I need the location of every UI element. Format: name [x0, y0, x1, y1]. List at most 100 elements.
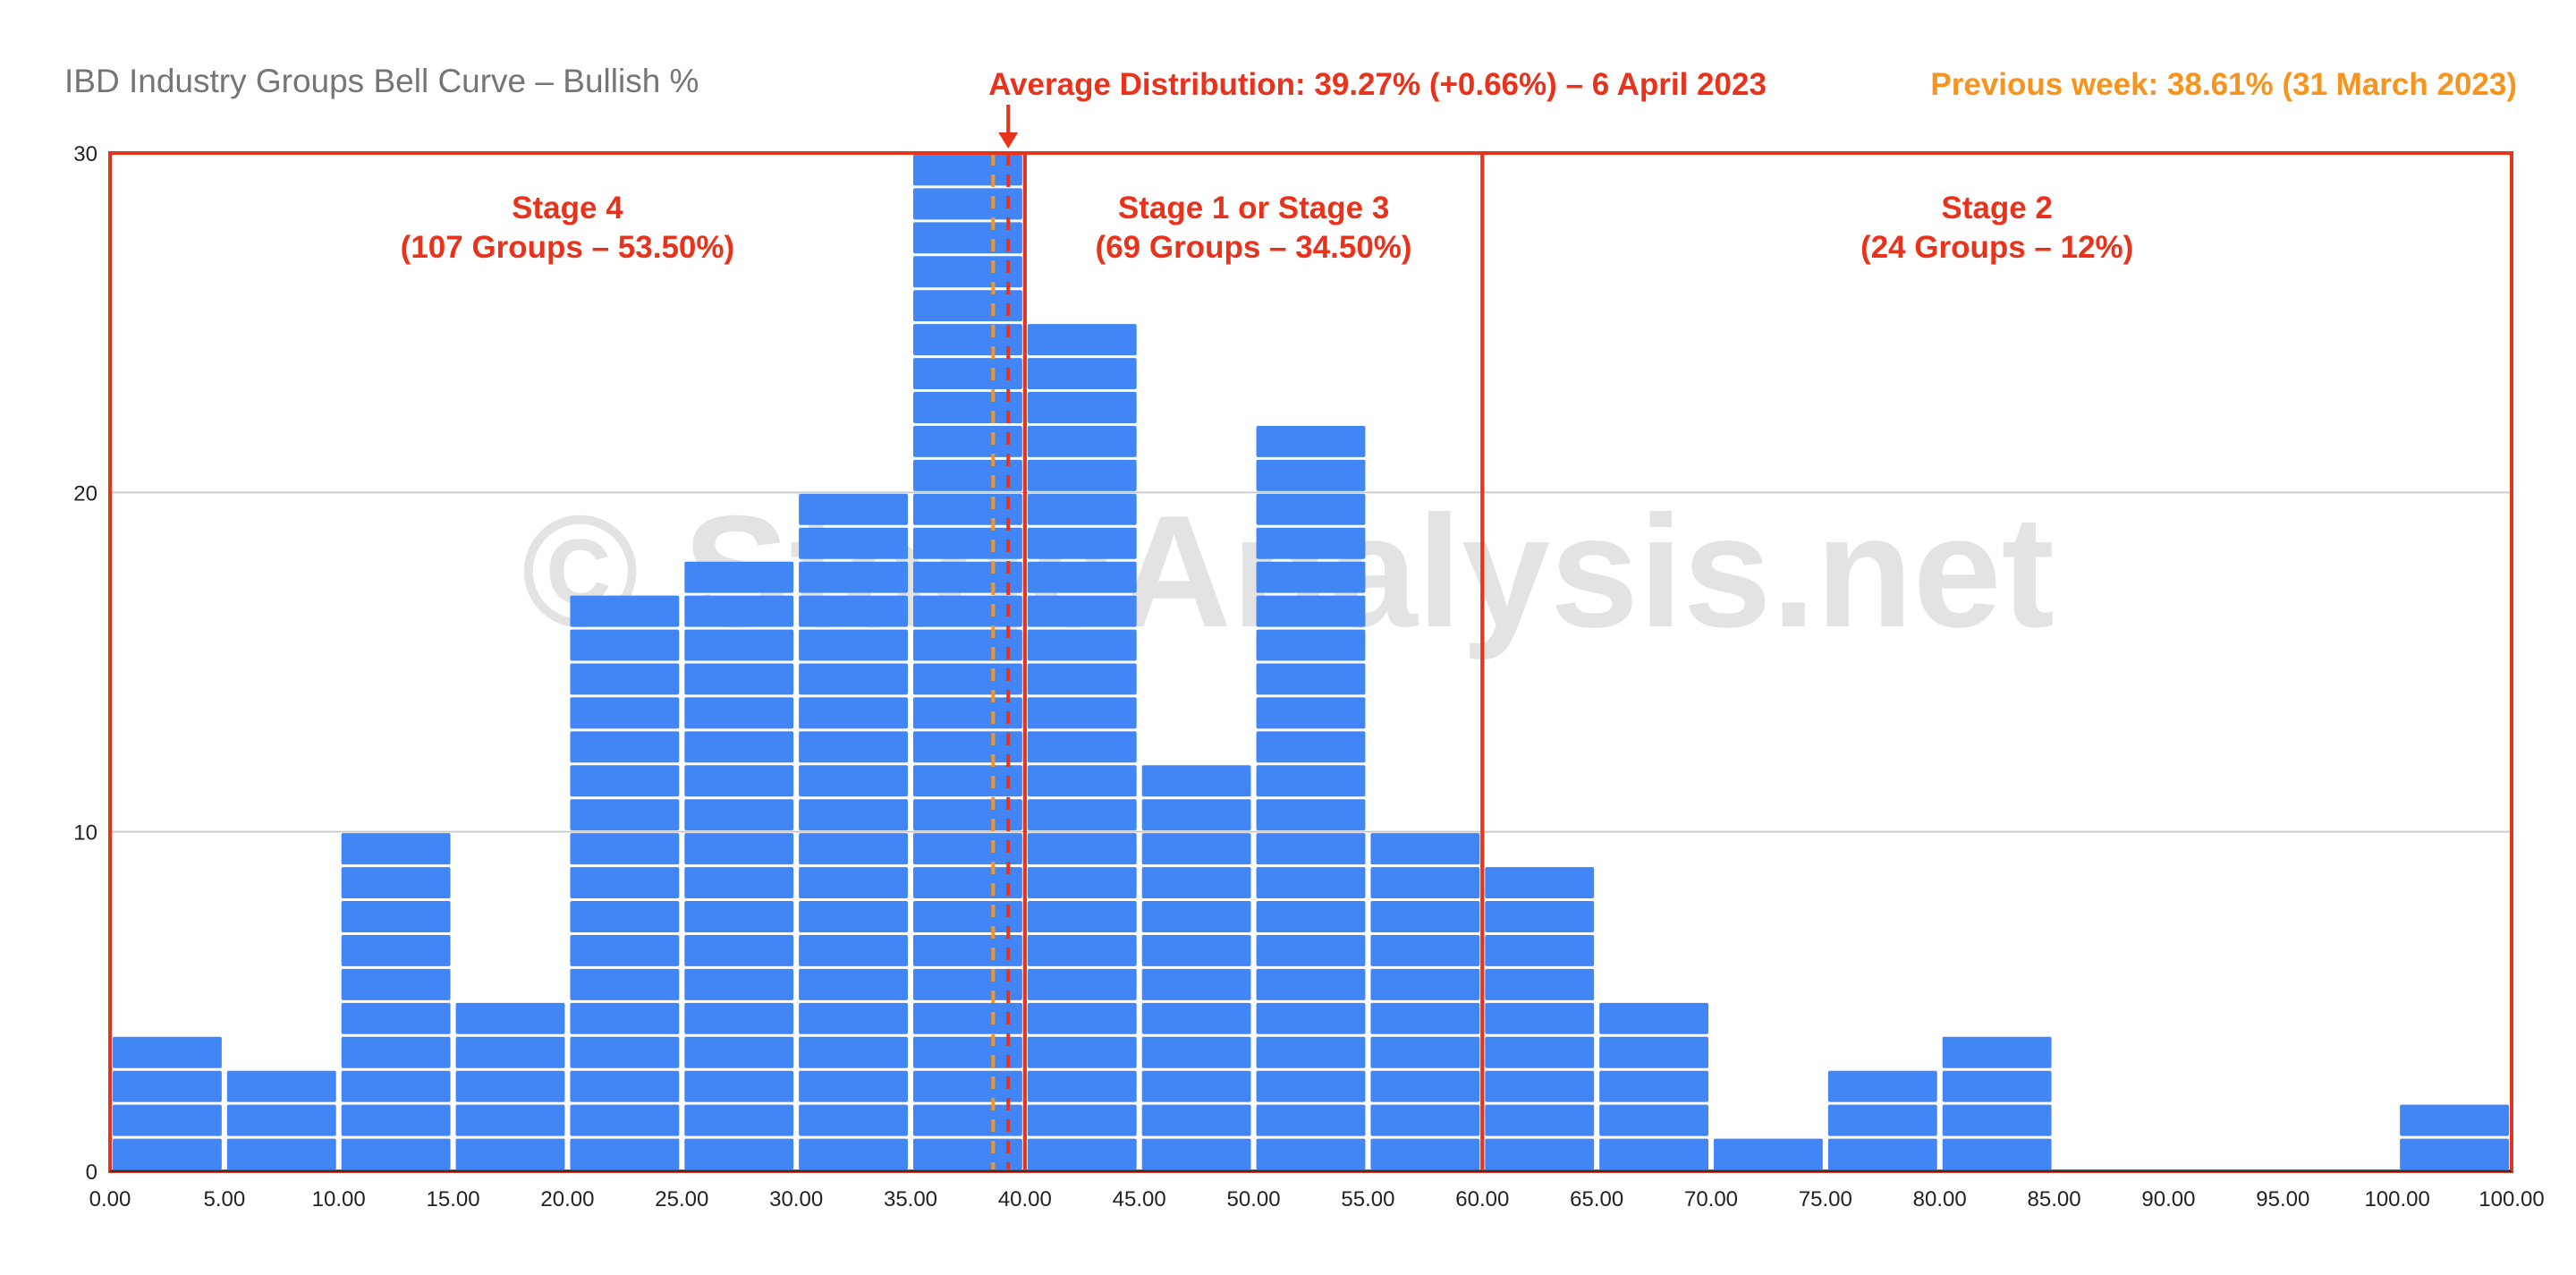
bar-segment	[341, 833, 451, 865]
histogram-bar	[226, 1070, 336, 1170]
bar-segment	[684, 561, 794, 593]
bar-segment	[1485, 1036, 1595, 1068]
bar-segment	[1256, 493, 1366, 525]
bar-segment	[913, 358, 1022, 390]
bar-segment	[1027, 1138, 1137, 1170]
bar-segment	[455, 1138, 565, 1170]
bar-segment	[913, 629, 1022, 661]
bar-segment	[226, 1104, 336, 1136]
bar-segment	[1027, 392, 1137, 423]
bar-segment	[1370, 867, 1480, 899]
x-tick-label: 45.00	[1113, 1187, 1166, 1211]
x-tick-label: 15.00	[427, 1187, 480, 1211]
stage-detail: (24 Groups – 12%)	[1860, 230, 2133, 265]
y-tick-label: 0	[86, 1160, 97, 1185]
histogram-bar	[1599, 1002, 1708, 1170]
bar-segment	[684, 1002, 794, 1034]
x-tick-label: 70.00	[1684, 1187, 1738, 1211]
bar-segment	[570, 697, 680, 729]
bar-segment	[799, 731, 908, 763]
x-tick-label: 25.00	[655, 1187, 708, 1211]
bar-segment	[1256, 968, 1366, 1000]
bar-segment	[341, 1002, 451, 1034]
bar-segment	[799, 1138, 908, 1170]
bar-segment	[341, 1070, 451, 1102]
histogram-bar	[913, 154, 1022, 1170]
bar-segment	[1141, 765, 1251, 797]
bar-segment	[341, 867, 451, 899]
bar-segment	[570, 934, 680, 966]
bar-segment	[913, 663, 1022, 695]
bar-segment	[913, 697, 1022, 729]
previous-week-label: Previous week: 38.61% (31 March 2023)	[1930, 67, 2517, 102]
bar-segment	[1027, 697, 1137, 729]
bar-segment	[1256, 765, 1366, 797]
bar-segment	[341, 1138, 451, 1170]
bar-segment	[913, 256, 1022, 288]
x-tick-label: 100.00	[2364, 1187, 2429, 1211]
bars	[113, 154, 2509, 1170]
bar-segment	[341, 1104, 451, 1136]
bar-segment	[1027, 867, 1137, 899]
x-tick-label: 90.00	[2141, 1187, 2195, 1211]
average-distribution-label: Average Distribution: 39.27% (+0.66%) – …	[988, 67, 1767, 102]
bar-segment	[913, 392, 1022, 423]
bar-segment	[799, 1104, 908, 1136]
bar-segment	[1256, 1036, 1366, 1068]
bar-segment	[1370, 934, 1480, 966]
bar-segment	[1827, 1070, 1937, 1102]
histogram-bar	[1714, 1138, 1823, 1170]
bar-segment	[684, 595, 794, 627]
y-tick-label: 20	[73, 481, 97, 506]
x-tick-label: 20.00	[540, 1187, 594, 1211]
bar-segment	[1485, 1138, 1595, 1170]
bar-segment	[1141, 934, 1251, 966]
histogram-bar	[1141, 765, 1251, 1170]
bar-segment	[341, 901, 451, 932]
bar-segment	[1027, 1104, 1137, 1136]
x-tick-label: 60.00	[1455, 1187, 1509, 1211]
bar-segment	[1027, 799, 1137, 831]
y-tick-label: 10	[73, 821, 97, 846]
bar-segment	[455, 1036, 565, 1068]
bar-segment	[913, 1138, 1022, 1170]
bar-segment	[1256, 663, 1366, 695]
bar-segment	[570, 968, 680, 1000]
histogram-bar	[341, 833, 451, 1170]
bar-segment	[570, 1070, 680, 1102]
bar-segment	[913, 154, 1022, 186]
bar-segment	[684, 1070, 794, 1102]
bar-segment	[1141, 1036, 1251, 1068]
bar-segment	[684, 934, 794, 966]
bar-segment	[1027, 493, 1137, 525]
bar-segment	[1141, 1104, 1251, 1136]
bar-segment	[1714, 1138, 1823, 1170]
bar-segment	[1027, 358, 1137, 390]
bar-segment	[1141, 867, 1251, 899]
bar-segment	[1599, 1036, 1708, 1068]
bar-segment	[1485, 968, 1595, 1000]
bar-segment	[570, 629, 680, 661]
x-tick-label: 10.00	[312, 1187, 366, 1211]
bar-segment	[1027, 595, 1137, 627]
bar-segment	[1370, 1104, 1480, 1136]
bar-segment	[1027, 731, 1137, 763]
gridlines	[110, 491, 2512, 833]
x-tick-label: 65.00	[1570, 1187, 1623, 1211]
x-tick-label: 55.00	[1341, 1187, 1394, 1211]
bar-segment	[913, 1070, 1022, 1102]
bar-segment	[684, 833, 794, 865]
bar-segment	[1256, 799, 1366, 831]
histogram-bar	[1827, 1070, 1937, 1170]
bar-segment	[1256, 561, 1366, 593]
bar-segment	[455, 1104, 565, 1136]
bar-segment	[1027, 561, 1137, 593]
stage-detail: (107 Groups – 53.50%)	[401, 230, 735, 265]
bar-segment	[1256, 697, 1366, 729]
bar-segment	[1027, 629, 1137, 661]
bar-segment	[913, 188, 1022, 220]
bar-segment	[2400, 1104, 2509, 1136]
bar-segment	[913, 731, 1022, 763]
bar-segment	[913, 1036, 1022, 1068]
bar-segment	[1141, 1070, 1251, 1102]
